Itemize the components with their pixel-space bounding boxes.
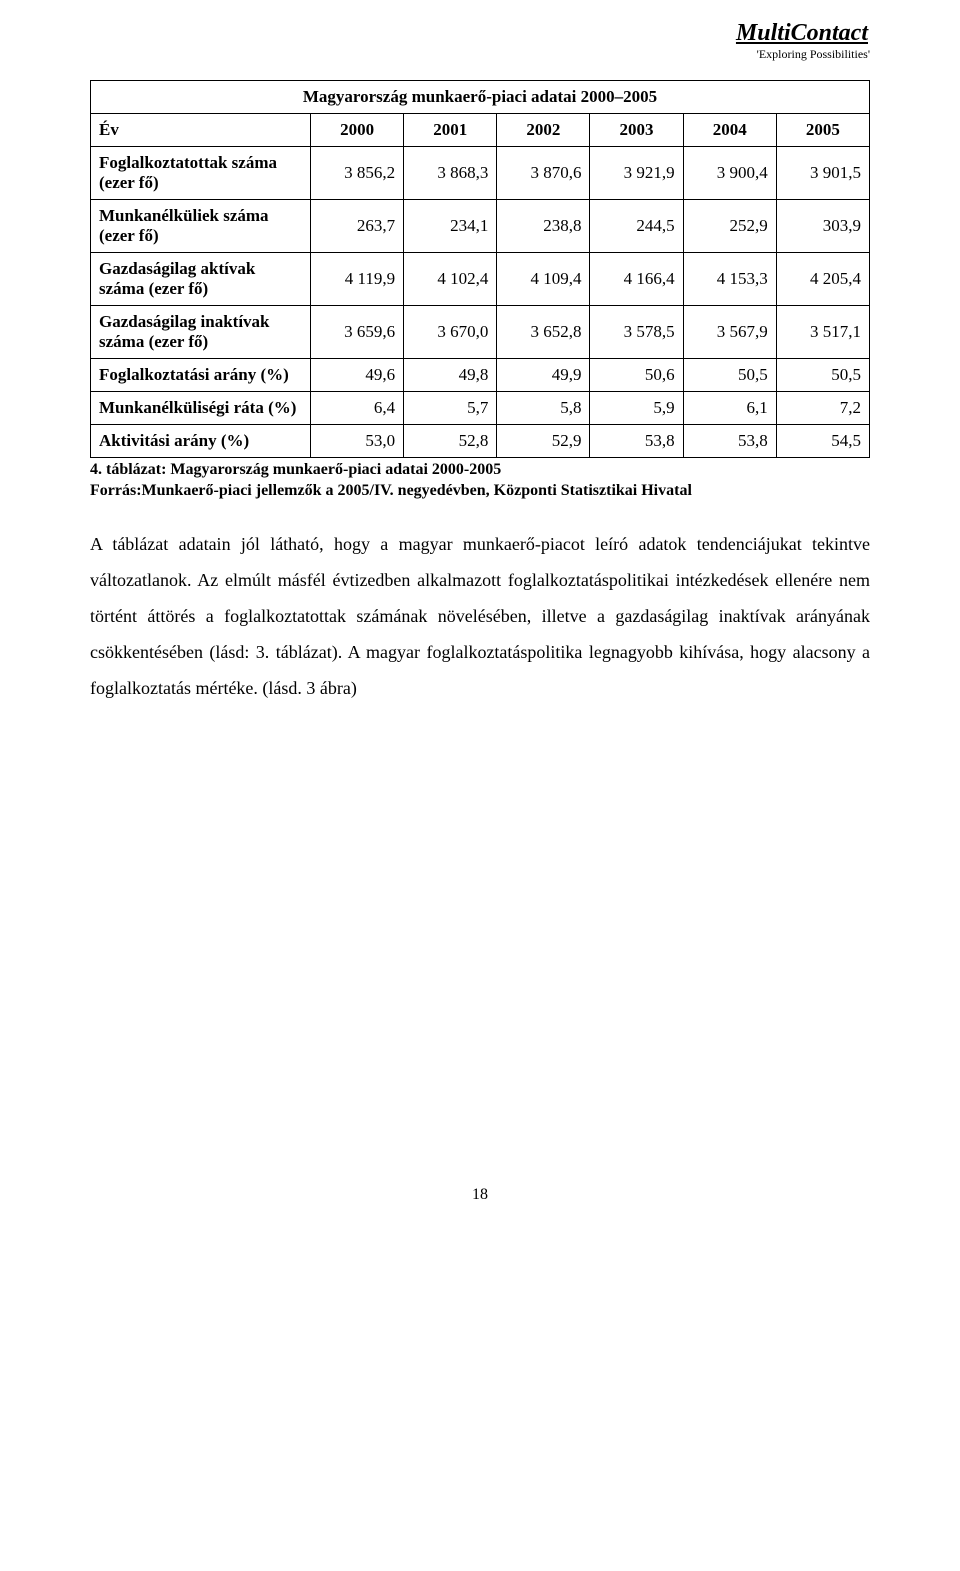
cell-value: 4 166,4 [590, 253, 683, 306]
table-row: Gazdaságilag aktívak száma (ezer fő)4 11… [91, 253, 870, 306]
cell-value: 7,2 [776, 392, 869, 425]
footnote-line1: 4. táblázat: Magyarország munkaerő-piaci… [90, 461, 501, 478]
row-label: Munkanélküliek száma (ezer fő) [91, 200, 311, 253]
cell-value: 3 659,6 [311, 306, 404, 359]
labor-market-table: Magyarország munkaerő-piaci adatai 2000–… [90, 80, 870, 458]
cell-value: 50,5 [776, 359, 869, 392]
table-row: Munkanélküliségi ráta (%)6,45,75,85,96,1… [91, 392, 870, 425]
cell-value: 244,5 [590, 200, 683, 253]
row-label: Munkanélküliségi ráta (%) [91, 392, 311, 425]
cell-value: 252,9 [683, 200, 776, 253]
page-number: 18 [90, 1186, 870, 1204]
cell-value: 3 652,8 [497, 306, 590, 359]
footnote-line2: Forrás:Munkaerő-piaci jellemzők a 2005/I… [90, 482, 692, 499]
cell-value: 6,4 [311, 392, 404, 425]
cell-value: 263,7 [311, 200, 404, 253]
cell-value: 53,8 [590, 425, 683, 458]
cell-value: 6,1 [683, 392, 776, 425]
cell-value: 50,6 [590, 359, 683, 392]
cell-value: 52,8 [404, 425, 497, 458]
brand-header: MultiContact 'Exploring Possibilities' [90, 20, 870, 62]
cell-value: 53,0 [311, 425, 404, 458]
row-label: Gazdaságilag inaktívak száma (ezer fő) [91, 306, 311, 359]
body-paragraph: A táblázat adatain jól látható, hogy a m… [90, 526, 870, 706]
cell-value: 49,8 [404, 359, 497, 392]
header-year: 2001 [404, 114, 497, 147]
header-year: 2005 [776, 114, 869, 147]
row-label: Gazdaságilag aktívak száma (ezer fő) [91, 253, 311, 306]
header-year: 2000 [311, 114, 404, 147]
cell-value: 4 102,4 [404, 253, 497, 306]
cell-value: 5,7 [404, 392, 497, 425]
cell-value: 3 670,0 [404, 306, 497, 359]
cell-value: 49,9 [497, 359, 590, 392]
cell-value: 4 109,4 [497, 253, 590, 306]
brand-title: MultiContact [90, 20, 870, 47]
table-row: Foglalkoztatottak száma (ezer fő)3 856,2… [91, 147, 870, 200]
row-label: Aktivitási arány (%) [91, 425, 311, 458]
cell-value: 3 567,9 [683, 306, 776, 359]
cell-value: 3 517,1 [776, 306, 869, 359]
row-label: Foglalkoztatottak száma (ezer fő) [91, 147, 311, 200]
page: MultiContact 'Exploring Possibilities' M… [0, 0, 960, 1244]
cell-value: 303,9 [776, 200, 869, 253]
header-year: 2004 [683, 114, 776, 147]
cell-value: 3 900,4 [683, 147, 776, 200]
cell-value: 50,5 [683, 359, 776, 392]
cell-value: 5,9 [590, 392, 683, 425]
brand-tagline: 'Exploring Possibilities' [90, 47, 870, 62]
cell-value: 4 119,9 [311, 253, 404, 306]
table-row: Gazdaságilag inaktívak száma (ezer fő)3 … [91, 306, 870, 359]
cell-value: 3 870,6 [497, 147, 590, 200]
cell-value: 4 153,3 [683, 253, 776, 306]
cell-value: 52,9 [497, 425, 590, 458]
cell-value: 5,8 [497, 392, 590, 425]
table-caption: Magyarország munkaerő-piaci adatai 2000–… [91, 81, 870, 114]
table-row: Foglalkoztatási arány (%)49,649,849,950,… [91, 359, 870, 392]
cell-value: 54,5 [776, 425, 869, 458]
cell-value: 53,8 [683, 425, 776, 458]
table-footnote: 4. táblázat: Magyarország munkaerő-piaci… [90, 460, 870, 502]
cell-value: 3 856,2 [311, 147, 404, 200]
cell-value: 4 205,4 [776, 253, 869, 306]
cell-value: 49,6 [311, 359, 404, 392]
cell-value: 3 901,5 [776, 147, 869, 200]
cell-value: 3 578,5 [590, 306, 683, 359]
cell-value: 3 921,9 [590, 147, 683, 200]
header-year: 2003 [590, 114, 683, 147]
header-year: 2002 [497, 114, 590, 147]
cell-value: 234,1 [404, 200, 497, 253]
table-row: Munkanélküliek száma (ezer fő)263,7234,1… [91, 200, 870, 253]
header-year-label: Év [91, 114, 311, 147]
table-row: Aktivitási arány (%)53,052,852,953,853,8… [91, 425, 870, 458]
row-label: Foglalkoztatási arány (%) [91, 359, 311, 392]
cell-value: 238,8 [497, 200, 590, 253]
cell-value: 3 868,3 [404, 147, 497, 200]
